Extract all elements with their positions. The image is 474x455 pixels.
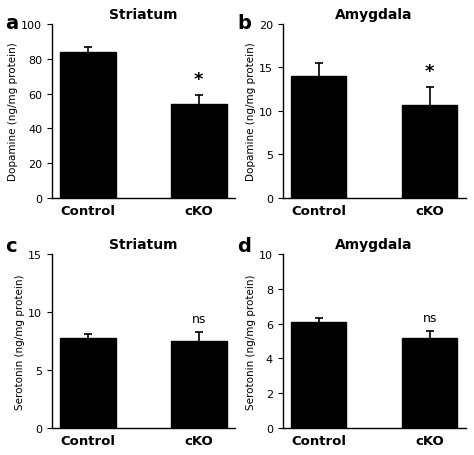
Text: ns: ns — [422, 312, 437, 325]
Title: Amygdala: Amygdala — [336, 8, 413, 22]
Bar — [402, 338, 457, 428]
Text: d: d — [237, 237, 251, 256]
Bar — [291, 77, 346, 198]
Text: ns: ns — [191, 312, 206, 325]
Bar — [60, 338, 116, 428]
Bar — [60, 53, 116, 198]
Y-axis label: Dopamine (ng/mg protein): Dopamine (ng/mg protein) — [246, 42, 256, 181]
Title: Striatum: Striatum — [109, 238, 178, 252]
Text: *: * — [425, 63, 434, 81]
Title: Striatum: Striatum — [109, 8, 178, 22]
Text: *: * — [194, 71, 203, 89]
Text: a: a — [5, 14, 18, 33]
Bar — [402, 106, 457, 198]
Y-axis label: Dopamine (ng/mg protein): Dopamine (ng/mg protein) — [9, 42, 18, 181]
Text: c: c — [5, 237, 17, 256]
Bar — [171, 341, 227, 428]
Bar — [171, 105, 227, 198]
Text: b: b — [237, 14, 251, 33]
Bar — [291, 322, 346, 428]
Y-axis label: Serotonin (ng/mg protein): Serotonin (ng/mg protein) — [15, 274, 25, 409]
Title: Amygdala: Amygdala — [336, 238, 413, 252]
Y-axis label: Serotonin (ng/mg protein): Serotonin (ng/mg protein) — [246, 274, 256, 409]
